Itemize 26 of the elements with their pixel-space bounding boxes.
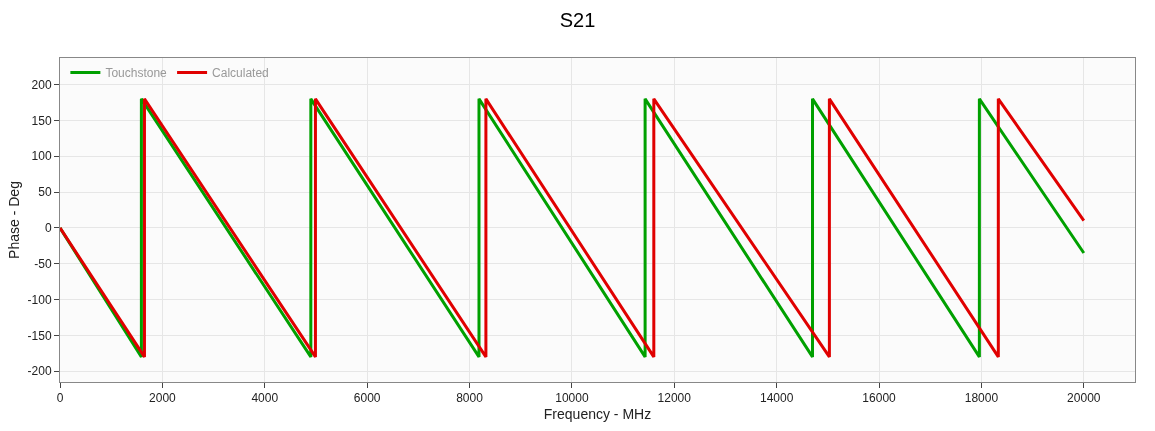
y-tick-label: 200	[31, 77, 52, 92]
x-axis-title: Frequency - MHz	[543, 405, 652, 422]
x-tick-label: 18000	[964, 391, 999, 406]
y-axis-title: Phase - Deg	[6, 181, 23, 259]
y-tick-label: 100	[31, 149, 52, 164]
x-tick-label: 0	[56, 391, 64, 406]
x-tick-label: 20000	[1067, 391, 1101, 406]
x-tick-label: 4000	[251, 391, 279, 406]
x-tick-label: 10000	[555, 391, 589, 406]
y-tick-label: -150	[27, 328, 52, 343]
y-tick-label: 50	[38, 185, 52, 200]
x-tick-label: 12000	[657, 391, 692, 406]
legend-label: Calculated	[212, 66, 269, 81]
y-tick-label: -100	[27, 292, 52, 307]
x-tick-label: 6000	[353, 391, 381, 406]
x-tick-label: 2000	[149, 391, 177, 406]
legend-label: Touchstone	[105, 66, 168, 81]
y-tick-label: -50	[34, 256, 52, 271]
y-tick-label: 150	[31, 113, 52, 128]
x-tick-label: 14000	[759, 391, 794, 406]
line-series	[60, 97, 1086, 359]
chart-title: S21	[559, 8, 596, 31]
x-tick-label: 8000	[456, 391, 484, 406]
y-tick-label: 0	[44, 221, 52, 236]
x-tick-label: 16000	[862, 391, 897, 406]
y-tick-label: -200	[27, 364, 52, 379]
